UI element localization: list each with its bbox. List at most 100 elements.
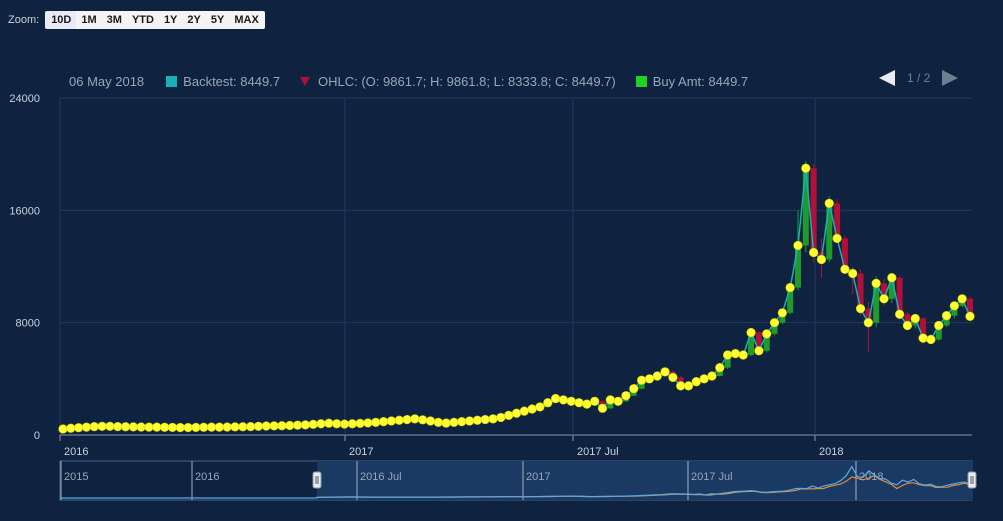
buy-marker[interactable]: [285, 420, 295, 431]
buy-marker[interactable]: [535, 402, 545, 412]
zoom-10d-button[interactable]: 10D: [46, 11, 77, 29]
buy-marker[interactable]: [183, 422, 193, 433]
buy-marker[interactable]: [457, 417, 467, 427]
buy-marker[interactable]: [918, 333, 928, 343]
buy-marker[interactable]: [246, 421, 256, 432]
buy-marker[interactable]: [89, 421, 99, 432]
buy-marker[interactable]: [511, 408, 522, 418]
buy-marker[interactable]: [527, 404, 537, 414]
buy-marker[interactable]: [730, 348, 741, 359]
buy-marker[interactable]: [238, 422, 248, 432]
buy-marker[interactable]: [785, 282, 795, 293]
buy-marker[interactable]: [715, 363, 725, 373]
buy-marker[interactable]: [848, 268, 858, 279]
buy-marker[interactable]: [668, 372, 678, 383]
buy-marker[interactable]: [167, 422, 178, 433]
buy-marker[interactable]: [941, 311, 952, 321]
legend-backtest[interactable]: Backtest: 8449.7: [166, 74, 280, 89]
buy-marker[interactable]: [324, 418, 334, 428]
buy-marker[interactable]: [371, 417, 381, 427]
navigator-right-handle[interactable]: [967, 471, 977, 489]
buy-marker[interactable]: [840, 264, 850, 274]
buy-marker[interactable]: [949, 301, 959, 311]
buy-marker[interactable]: [394, 415, 404, 425]
buy-marker[interactable]: [300, 420, 310, 430]
buy-marker[interactable]: [855, 304, 866, 314]
buy-marker[interactable]: [496, 412, 506, 423]
buy-marker[interactable]: [97, 421, 107, 431]
buy-marker[interactable]: [425, 416, 436, 426]
buy-marker[interactable]: [762, 329, 772, 339]
buy-marker[interactable]: [418, 415, 428, 425]
buy-marker[interactable]: [441, 418, 451, 428]
buy-marker[interactable]: [222, 422, 232, 432]
buy-marker[interactable]: [801, 163, 811, 173]
zoom-ytd-button[interactable]: YTD: [131, 14, 154, 26]
buy-marker[interactable]: [863, 318, 873, 328]
buy-marker[interactable]: [934, 320, 944, 331]
buy-marker[interactable]: [723, 350, 733, 360]
buy-marker[interactable]: [519, 406, 529, 416]
buy-marker[interactable]: [504, 410, 514, 420]
buy-marker[interactable]: [120, 422, 131, 432]
buy-marker[interactable]: [926, 334, 936, 345]
buy-marker[interactable]: [402, 414, 412, 425]
buy-marker[interactable]: [347, 419, 357, 429]
buy-marker[interactable]: [793, 240, 803, 251]
buy-marker[interactable]: [543, 398, 553, 408]
buy-marker[interactable]: [386, 416, 396, 426]
navigator-left-handle[interactable]: [312, 471, 322, 489]
navigator-selection[interactable]: [317, 461, 973, 500]
buy-marker[interactable]: [597, 403, 608, 413]
zoom-2y-button[interactable]: 2Y: [187, 14, 201, 26]
pager-next-icon[interactable]: [942, 70, 959, 86]
buy-marker[interactable]: [253, 421, 264, 431]
buy-marker[interactable]: [433, 417, 443, 427]
buy-marker[interactable]: [206, 422, 217, 432]
buy-marker[interactable]: [824, 198, 834, 208]
zoom-5y-button[interactable]: 5Y: [210, 14, 225, 26]
buy-marker[interactable]: [558, 395, 569, 405]
buy-marker[interactable]: [965, 311, 975, 321]
buy-marker[interactable]: [144, 422, 154, 432]
buy-marker[interactable]: [566, 396, 576, 406]
buy-marker[interactable]: [81, 422, 92, 432]
buy-marker[interactable]: [777, 308, 787, 318]
buy-marker[interactable]: [136, 422, 146, 432]
buy-marker[interactable]: [277, 421, 287, 431]
buy-marker[interactable]: [464, 416, 475, 426]
buy-marker[interactable]: [910, 313, 920, 324]
buy-marker[interactable]: [574, 398, 584, 408]
buy-marker[interactable]: [550, 393, 561, 404]
buy-marker[interactable]: [895, 309, 905, 319]
buy-marker[interactable]: [957, 294, 967, 304]
buy-marker[interactable]: [738, 350, 748, 360]
buy-marker[interactable]: [621, 391, 631, 401]
buy-marker[interactable]: [746, 327, 756, 338]
buy-marker[interactable]: [629, 384, 639, 394]
buy-marker[interactable]: [66, 423, 76, 433]
buy-marker[interactable]: [128, 422, 138, 432]
zoom-1y-button[interactable]: 1Y: [163, 14, 178, 26]
buy-marker[interactable]: [902, 320, 913, 331]
buy-marker[interactable]: [652, 371, 662, 381]
navigator[interactable]: 2015 2016 2016 Jul 2017 2017 Jul 2018: [59, 460, 977, 501]
buy-marker[interactable]: [683, 381, 694, 391]
buy-marker[interactable]: [809, 247, 819, 258]
buy-marker[interactable]: [769, 318, 780, 328]
buy-marker[interactable]: [74, 423, 84, 433]
buy-marker[interactable]: [637, 375, 647, 385]
buy-marker[interactable]: [230, 422, 240, 432]
buy-marker[interactable]: [214, 422, 224, 432]
zoom-1m-button[interactable]: 1M: [81, 14, 97, 26]
buy-marker[interactable]: [339, 419, 350, 429]
buy-marker[interactable]: [152, 422, 162, 432]
legend-buy-amt[interactable]: Buy Amt: 8449.7: [635, 74, 748, 89]
buy-marker[interactable]: [363, 418, 373, 428]
buy-marker[interactable]: [887, 273, 897, 283]
buy-marker[interactable]: [488, 414, 498, 424]
buy-marker[interactable]: [605, 395, 615, 405]
buy-marker[interactable]: [590, 396, 600, 406]
zoom-3m-button[interactable]: 3M: [106, 14, 122, 26]
buy-marker[interactable]: [832, 233, 842, 244]
